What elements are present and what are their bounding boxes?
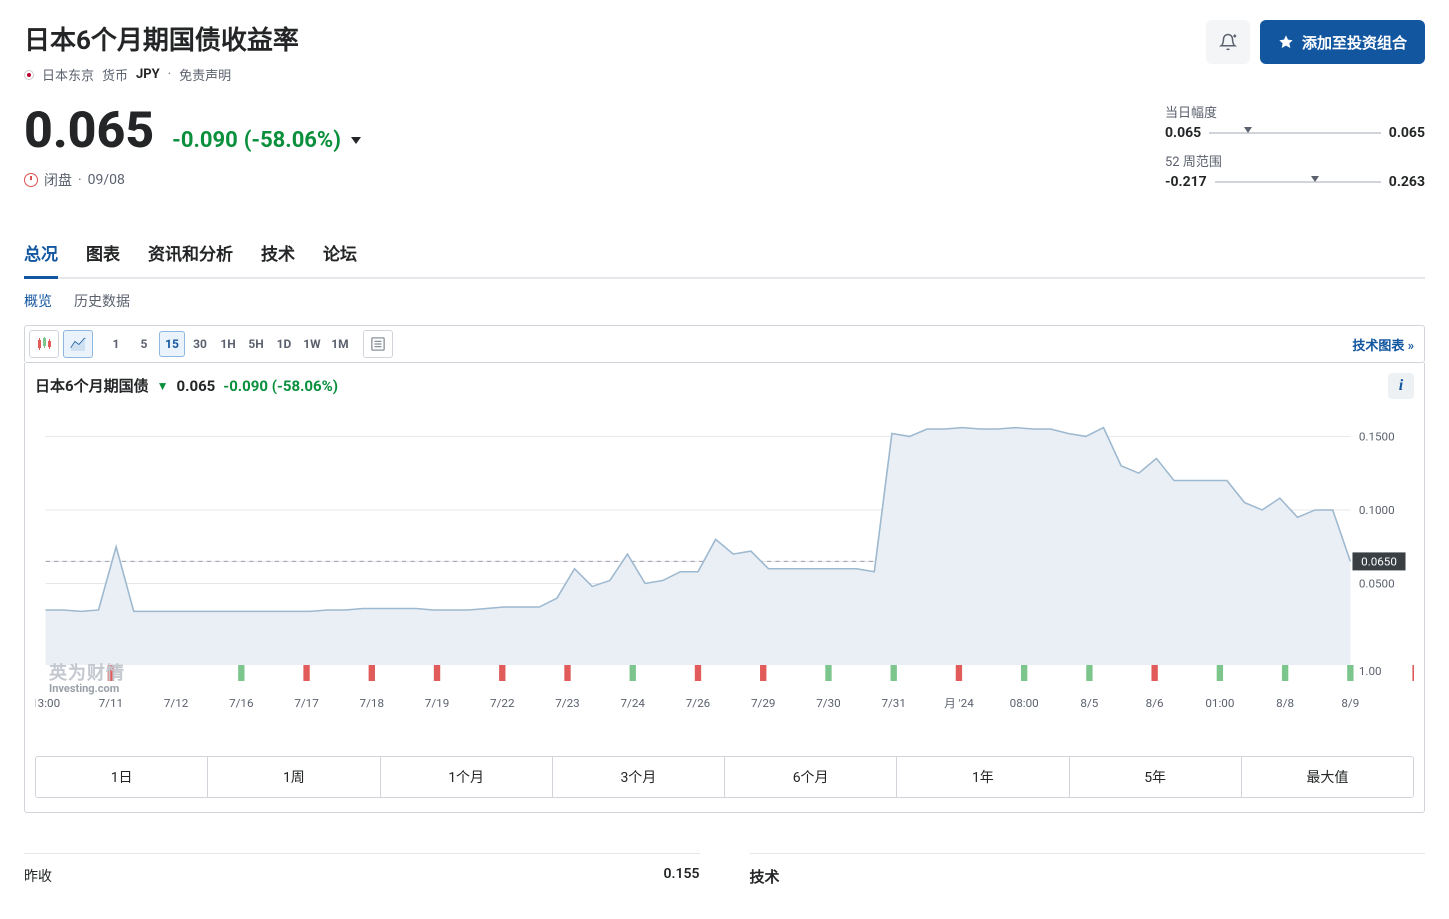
interval-5H[interactable]: 5H	[243, 331, 269, 357]
add-portfolio-label: 添加至投资组合	[1302, 32, 1407, 53]
svg-text:13:00: 13:00	[35, 696, 60, 710]
range-tab-5[interactable]: 1年	[897, 757, 1069, 797]
svg-text:0.1000: 0.1000	[1359, 503, 1395, 517]
svg-text:0.1500: 0.1500	[1359, 430, 1395, 444]
range-tab-3[interactable]: 3个月	[553, 757, 725, 797]
chart-instrument-name: 日本6个月期国债	[35, 375, 149, 396]
svg-text:7/19: 7/19	[425, 696, 449, 710]
svg-text:7/29: 7/29	[751, 696, 775, 710]
area-chart-btn[interactable]	[63, 330, 93, 358]
svg-text:7/23: 7/23	[555, 696, 579, 710]
sub-tabs: 概览 历史数据	[24, 291, 1425, 311]
tech-chart-link[interactable]: 技术图表 »	[1352, 335, 1420, 354]
tab-3[interactable]: 技术	[261, 228, 295, 277]
svg-text:0.0650: 0.0650	[1361, 555, 1397, 569]
settings-btn[interactable]	[363, 330, 393, 358]
range-tab-4[interactable]: 6个月	[725, 757, 897, 797]
last-price: 0.065	[24, 102, 154, 160]
year-range-bar	[1215, 181, 1381, 183]
price-change[interactable]: -0.090 (-58.06%)	[172, 128, 361, 153]
caret-down-icon	[351, 137, 361, 144]
tab-1[interactable]: 图表	[86, 228, 120, 277]
svg-text:7/22: 7/22	[490, 696, 514, 710]
star-icon	[1278, 34, 1294, 50]
interval-1D[interactable]: 1D	[271, 331, 297, 357]
disclaimer-link[interactable]: 免责声明	[179, 65, 231, 84]
svg-text:7/26: 7/26	[686, 696, 710, 710]
svg-text:8/9: 8/9	[1341, 696, 1359, 710]
day-range-high: 0.065	[1389, 125, 1425, 141]
interval-15[interactable]: 15	[159, 331, 185, 357]
market-status: 闭盘	[44, 170, 72, 190]
range-tabs: 1日1周1个月3个月6个月1年5年最大值	[35, 756, 1414, 798]
range-tab-7[interactable]: 最大值	[1242, 757, 1413, 797]
price-chart[interactable]: 0.1500 0.1000 0.0650 0.0500 1.00 13:00 7/11 7/1…	[35, 402, 1414, 742]
currency-label: 货币	[102, 65, 128, 84]
watermark: 英为财情 Investing.com	[49, 665, 125, 694]
chart-price: 0.065	[177, 377, 216, 395]
svg-text:7/16: 7/16	[229, 696, 253, 710]
chart-card: i 日本6个月期国债 ▼ 0.065 -0.090 (-58.06%) 0.15…	[24, 363, 1425, 813]
interval-1W[interactable]: 1W	[299, 331, 325, 357]
interval-1[interactable]: 1	[103, 331, 129, 357]
svg-text:8/5: 8/5	[1080, 696, 1098, 710]
svg-text:8/6: 8/6	[1146, 696, 1164, 710]
year-range-low: -0.217	[1165, 174, 1207, 190]
svg-text:7/18: 7/18	[360, 696, 384, 710]
area-chart-icon	[70, 336, 86, 352]
info-button[interactable]: i	[1388, 373, 1414, 399]
svg-text:7/30: 7/30	[816, 696, 840, 710]
currency-code: JPY	[136, 67, 160, 82]
subtab-0[interactable]: 概览	[24, 291, 52, 311]
bell-add-icon	[1219, 33, 1237, 51]
year-range-high: 0.263	[1389, 174, 1425, 190]
down-arrow-icon: ▼	[157, 379, 169, 393]
interval-1H[interactable]: 1H	[215, 331, 241, 357]
svg-text:8/8: 8/8	[1276, 696, 1294, 710]
technical-column: 技术	[750, 853, 1426, 899]
alert-bell-button[interactable]	[1206, 20, 1250, 64]
list-icon	[371, 337, 385, 351]
flag-icon	[24, 70, 34, 80]
svg-text:08:00: 08:00	[1010, 696, 1039, 710]
day-range: 当日幅度 0.065 0.065	[1165, 102, 1425, 141]
interval-1M[interactable]: 1M	[327, 331, 353, 357]
tab-4[interactable]: 论坛	[323, 228, 357, 277]
tab-2[interactable]: 资讯和分析	[148, 228, 233, 277]
subtab-1[interactable]: 历史数据	[74, 291, 130, 311]
chart-change: -0.090 (-58.06%)	[223, 377, 338, 395]
svg-text:7/31: 7/31	[881, 696, 905, 710]
svg-text:1.00: 1.00	[1359, 664, 1382, 678]
location: 日本东京	[42, 65, 94, 84]
meta-row: 日本东京 货币 JPY · 免责声明	[24, 65, 299, 84]
interval-5[interactable]: 5	[131, 331, 157, 357]
svg-text:7/24: 7/24	[621, 696, 646, 710]
day-range-bar	[1209, 132, 1381, 134]
range-tab-6[interactable]: 5年	[1070, 757, 1242, 797]
day-range-low: 0.065	[1165, 125, 1201, 141]
range-tab-2[interactable]: 1个月	[381, 757, 553, 797]
year-range: 52 周范围 -0.217 0.263	[1165, 151, 1425, 190]
svg-text:01:00: 01:00	[1205, 696, 1234, 710]
chart-toolbar: 1515301H5H1D1W1M 技术图表 »	[24, 325, 1425, 363]
svg-text:7/17: 7/17	[294, 696, 318, 710]
main-tabs: 总况图表资讯和分析技术论坛	[24, 228, 1425, 279]
svg-text:月 '24: 月 '24	[944, 696, 974, 710]
stats-column: 昨收 0.155	[24, 853, 700, 899]
page-title: 日本6个月期国债收益率	[24, 20, 299, 57]
candlestick-icon	[36, 336, 52, 352]
candlestick-btn[interactable]	[29, 330, 59, 358]
tab-0[interactable]: 总况	[24, 228, 58, 277]
add-portfolio-button[interactable]: 添加至投资组合	[1260, 20, 1425, 64]
svg-text:7/12: 7/12	[164, 696, 188, 710]
range-tab-1[interactable]: 1周	[208, 757, 380, 797]
svg-text:0.0500: 0.0500	[1359, 577, 1395, 591]
range-tab-0[interactable]: 1日	[36, 757, 208, 797]
interval-30[interactable]: 30	[187, 331, 213, 357]
status-date: 09/08	[88, 172, 125, 188]
svg-text:7/11: 7/11	[99, 696, 123, 710]
stat-row-prev-close: 昨收 0.155	[24, 853, 700, 898]
clock-icon	[24, 173, 38, 187]
